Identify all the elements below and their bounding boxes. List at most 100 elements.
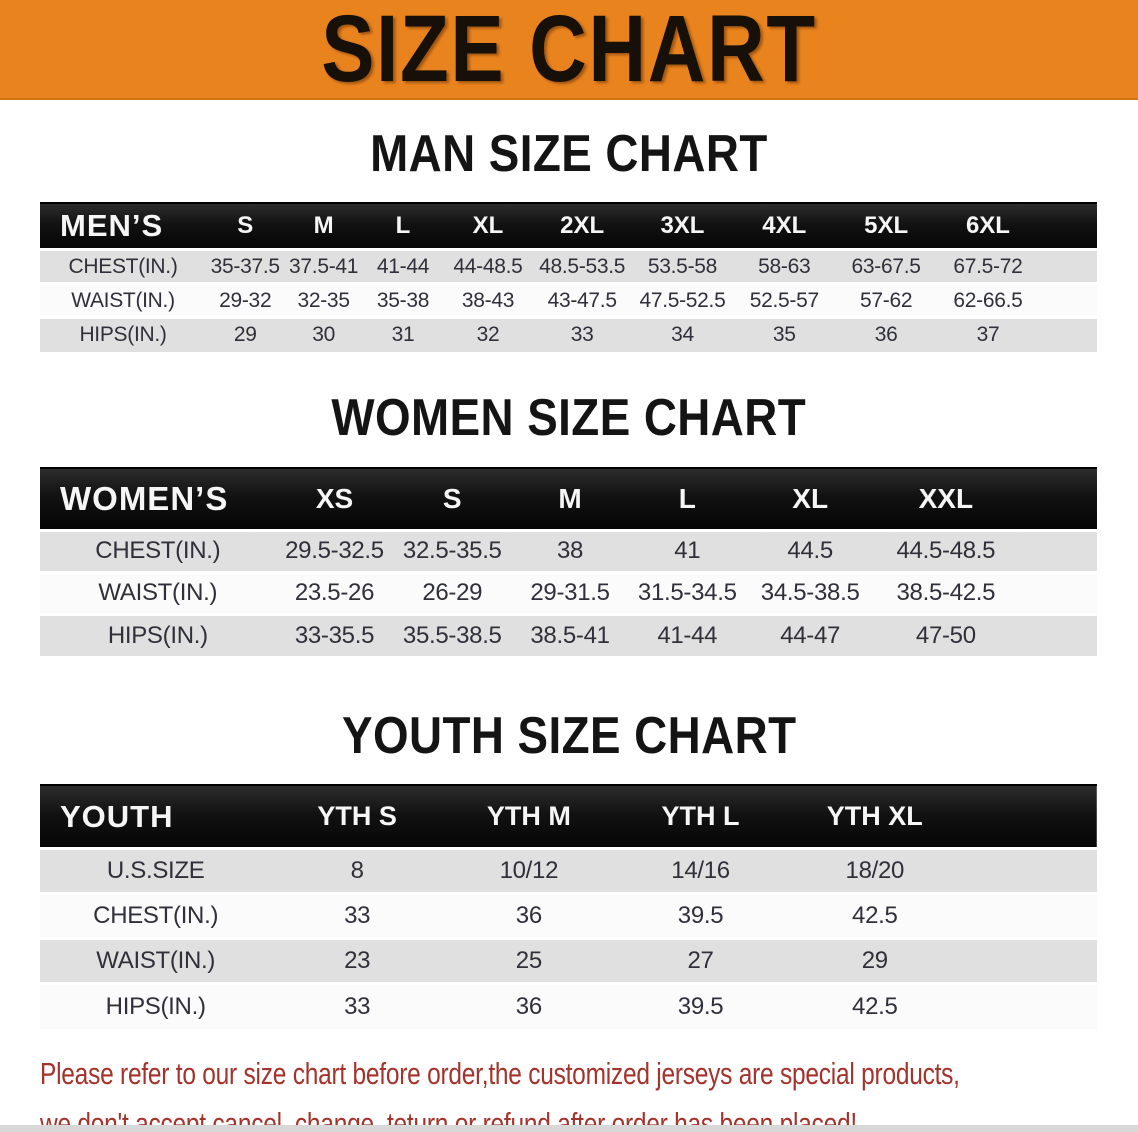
size-value-cell: 38 <box>511 528 629 573</box>
size-column-header: XS <box>275 467 394 532</box>
table-header-label: MEN’S <box>40 201 207 251</box>
size-value-cell: 37.5-41 <box>284 248 363 284</box>
row-filler <box>1017 528 1097 573</box>
size-value-cell: 36 <box>443 982 615 1029</box>
size-value-cell: 33 <box>271 982 444 1029</box>
size-value-cell: 37 <box>937 316 1039 352</box>
disclaimer: Please refer to our size chart before or… <box>0 1029 1138 1132</box>
man-section-heading: MAN SIZE CHART <box>0 100 1138 182</box>
men-table-header: MEN’S S M L XL 2XL 3XL 4XL 5XL 6XL <box>40 201 1097 251</box>
youth-table-header: YOUTH YTH S YTH M YTH L YTH XL <box>40 783 1097 850</box>
youth-section-heading: YOUTH SIZE CHART <box>0 656 1138 764</box>
women-size-section: WOMEN SIZE CHART WOMEN’S XS S M L XL XXL CHEST… <box>0 352 1138 657</box>
size-value-cell: 33-35.5 <box>275 612 394 657</box>
table-row: U.S.SIZE 8 10/12 14/16 18/20 <box>40 847 1097 894</box>
size-value-cell: 29-32 <box>206 282 285 318</box>
size-value-cell: 27 <box>614 937 787 984</box>
size-value-cell: 34 <box>631 316 734 352</box>
size-column-header: M <box>284 201 363 251</box>
size-value-cell: 32-35 <box>284 282 363 318</box>
size-value-cell: 32 <box>443 316 533 352</box>
size-value-cell: 29-31.5 <box>511 570 629 615</box>
header-filler <box>1017 467 1097 532</box>
row-label: WAIST(IN.) <box>40 282 207 318</box>
size-value-cell: 38.5-41 <box>511 612 629 657</box>
row-label: HIPS(IN.) <box>40 612 276 657</box>
size-value-cell: 32.5-35.5 <box>393 528 512 573</box>
size-value-cell: 29 <box>786 937 964 984</box>
size-column-header: 6XL <box>937 201 1039 251</box>
size-value-cell: 38-43 <box>443 282 533 318</box>
table-row: CHEST(IN.) 33 36 39.5 42.5 <box>40 892 1097 939</box>
size-column-header: S <box>206 201 285 251</box>
youth-header-row: YOUTH YTH S YTH M YTH L YTH XL <box>40 783 1097 850</box>
size-value-cell: 18/20 <box>786 847 964 894</box>
row-filler <box>963 937 1097 984</box>
size-column-header: S <box>393 467 512 532</box>
table-row: HIPS(IN.) 33 36 39.5 42.5 <box>40 982 1097 1029</box>
size-value-cell: 35-37.5 <box>206 248 285 284</box>
table-row: WAIST(IN.) 23 25 27 29 <box>40 937 1097 984</box>
row-filler <box>1017 570 1097 615</box>
row-filler <box>1038 248 1097 284</box>
size-column-header: YTH XL <box>786 783 964 850</box>
table-row: CHEST(IN.) 29.5-32.5 32.5-35.5 38 41 44.5 44.5… <box>40 528 1097 573</box>
size-value-cell: 41-44 <box>628 612 746 657</box>
row-label: HIPS(IN.) <box>40 316 207 352</box>
row-label: U.S.SIZE <box>40 847 272 894</box>
size-value-cell: 57-62 <box>835 282 938 318</box>
table-header-label: YOUTH <box>40 783 272 850</box>
size-column-header: 2XL <box>532 201 632 251</box>
women-table-body: CHEST(IN.) 29.5-32.5 32.5-35.5 38 41 44.5 44.5… <box>40 528 1097 657</box>
header-filler <box>963 783 1097 850</box>
women-section-heading-text: WOMEN SIZE CHART <box>331 388 807 447</box>
size-value-cell: 36 <box>443 892 615 939</box>
youth-section-heading-text: YOUTH SIZE CHART <box>341 707 797 766</box>
size-value-cell: 29.5-32.5 <box>275 528 394 573</box>
size-value-cell: 44.5-48.5 <box>874 528 1018 573</box>
size-value-cell: 67.5-72 <box>937 248 1039 284</box>
size-column-header: YTH M <box>443 783 615 850</box>
row-filler <box>1017 612 1097 657</box>
table-row: HIPS(IN.) 29 30 31 32 33 34 35 36 37 <box>40 316 1097 352</box>
row-label: CHEST(IN.) <box>40 248 207 284</box>
size-value-cell: 53.5-58 <box>631 248 734 284</box>
disclaimer-line-1: Please refer to our size chart before or… <box>40 1055 960 1091</box>
size-value-cell: 39.5 <box>614 892 787 939</box>
women-header-row: WOMEN’S XS S M L XL XXL <box>40 467 1097 532</box>
banner-title: SIZE CHART <box>321 0 817 102</box>
size-value-cell: 26-29 <box>393 570 512 615</box>
size-column-header: YTH L <box>614 783 787 850</box>
size-column-header: 4XL <box>733 201 836 251</box>
row-filler <box>963 847 1097 894</box>
size-value-cell: 47.5-52.5 <box>631 282 734 318</box>
size-value-cell: 63-67.5 <box>835 248 938 284</box>
row-filler <box>963 892 1097 939</box>
size-column-header: XL <box>745 467 875 532</box>
men-table-body: CHEST(IN.) 35-37.5 37.5-41 41-44 44-48.5 48.5… <box>40 248 1097 352</box>
table-row: CHEST(IN.) 35-37.5 37.5-41 41-44 44-48.5 48.5… <box>40 248 1097 284</box>
size-column-header: 5XL <box>835 201 938 251</box>
size-column-header: XXL <box>874 467 1018 532</box>
size-column-header: XL <box>443 201 533 251</box>
size-value-cell: 29 <box>206 316 285 352</box>
size-value-cell: 33 <box>271 892 444 939</box>
size-value-cell: 23 <box>271 937 444 984</box>
table-header-label: WOMEN’S <box>40 467 276 532</box>
row-filler <box>1038 316 1097 352</box>
table-row: WAIST(IN.) 29-32 32-35 35-38 38-43 43-47.5 47.… <box>40 282 1097 318</box>
men-size-table: MEN’S S M L XL 2XL 3XL 4XL 5XL 6XL CHEST(IN.) 35-3… <box>40 201 1097 352</box>
size-value-cell: 47-50 <box>874 612 1018 657</box>
size-value-cell: 30 <box>284 316 363 352</box>
size-value-cell: 36 <box>835 316 938 352</box>
size-value-cell: 48.5-53.5 <box>532 248 632 284</box>
size-column-header: 3XL <box>631 201 734 251</box>
row-label: CHEST(IN.) <box>40 528 276 573</box>
bottom-edge-strip <box>0 1125 1138 1132</box>
row-filler <box>963 982 1097 1029</box>
size-column-header: L <box>362 201 444 251</box>
size-value-cell: 34.5-38.5 <box>745 570 875 615</box>
table-row: HIPS(IN.) 33-35.5 35.5-38.5 38.5-41 41-44 44-… <box>40 612 1097 657</box>
size-value-cell: 31.5-34.5 <box>628 570 746 615</box>
